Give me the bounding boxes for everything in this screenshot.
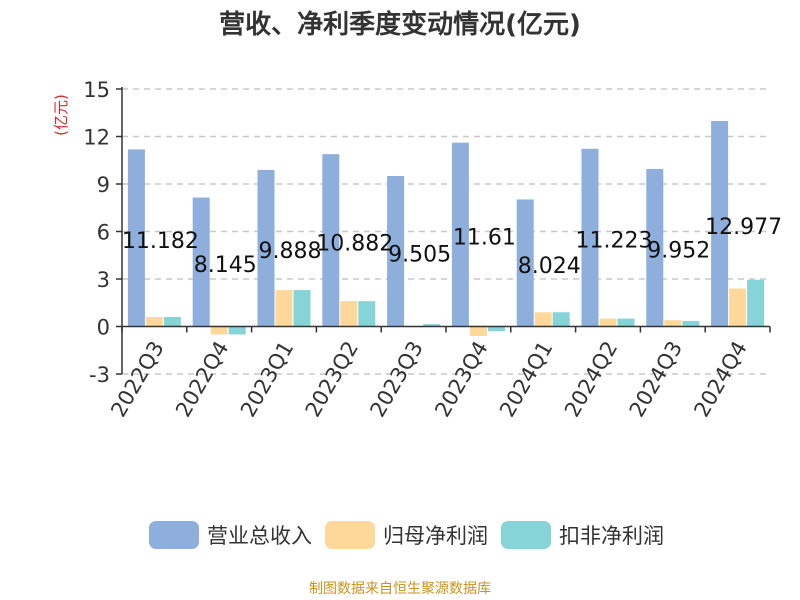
bar-0 [711,121,729,327]
x-tick-label: 2024Q1 [495,337,557,421]
bar-1 [210,326,228,335]
bar-0 [516,199,534,327]
legend-swatch-0[interactable] [149,521,199,549]
bar-2 [747,279,765,327]
bar-0 [387,176,405,327]
data-label: 11.182 [122,229,199,254]
data-label: 9.888 [259,239,322,264]
chart-title: 营收、净利季度变动情况(亿元) [219,9,581,40]
y-axis-label: (亿元) [52,94,70,136]
bar-1 [599,318,617,327]
bar-2 [228,326,246,335]
data-labels: 11.1828.1459.88810.8829.50511.618.02411.… [122,215,782,279]
x-tick-label: 2023Q4 [430,337,492,421]
bar-0 [451,142,469,327]
data-label: 8.024 [518,254,581,279]
y-tick-label: 12 [83,126,110,150]
bar-0 [322,154,340,327]
source-note: 制图数据来自恒生聚源数据库 [309,581,491,597]
bar-0 [581,148,599,327]
y-tick-label: 9 [97,173,110,197]
x-tick-label: 2024Q3 [625,337,687,421]
bar-0 [646,168,664,327]
legend-label-2[interactable]: 扣非净利润 [559,524,664,548]
legend-label-0[interactable]: 营业总收入 [207,524,312,548]
bar-0 [257,169,275,327]
data-label: 11.61 [453,226,516,251]
bar-2 [423,324,441,327]
data-label: 8.145 [194,253,257,278]
y-tick-label: -3 [89,363,110,387]
legend-label-1[interactable]: 归母净利润 [383,524,488,548]
bar-2 [617,318,635,327]
data-label: 9.505 [388,242,451,267]
bar-1 [729,288,747,327]
data-label: 9.952 [647,239,710,264]
legend-swatch-1[interactable] [325,521,375,549]
x-tick-label: 2024Q4 [689,337,751,421]
bar-0 [127,149,145,327]
x-tick-label: 2023Q3 [365,337,427,421]
bar-2 [358,301,376,327]
data-label: 11.223 [576,229,653,254]
x-tick-label: 2023Q1 [236,337,298,421]
x-tick-label: 2023Q2 [301,337,363,421]
bar-1 [340,301,358,327]
bar-1 [275,290,293,327]
data-label: 10.882 [316,231,393,256]
y-tick-label: 6 [97,221,110,245]
bar-1 [469,326,487,336]
x-tick-label: 2024Q2 [560,337,622,421]
data-label: 12.977 [705,215,782,240]
bar-1 [534,312,552,327]
bar-2 [552,312,570,327]
bar-2 [487,326,505,332]
y-tick-label: 0 [97,316,110,340]
bar-2 [293,290,311,327]
bar-1 [145,317,163,327]
y-tick-label: 3 [97,268,110,292]
x-tick-label: 2022Q4 [171,337,233,421]
x-tick-label: 2022Q3 [106,337,168,421]
legend-swatch-2[interactable] [501,521,551,549]
bar-2 [163,317,181,327]
bar-2 [682,320,700,327]
bar-1 [664,320,682,327]
bars [127,121,765,336]
y-tick-label: 15 [83,78,110,102]
legend: 营业总收入 归母净利润 扣非净利润 [149,521,664,549]
bar-0 [192,197,210,327]
